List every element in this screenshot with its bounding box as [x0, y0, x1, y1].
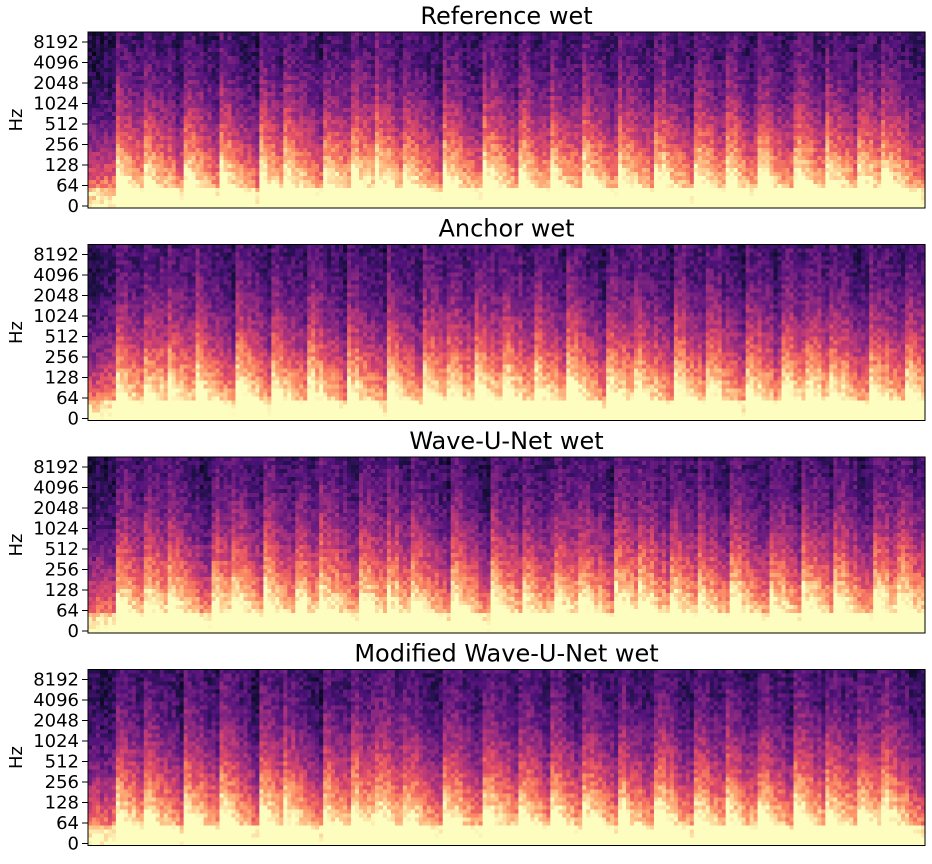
y-tick-label: 256 — [45, 560, 79, 581]
y-tick-label: 2048 — [33, 73, 79, 94]
y-tick-label: 512 — [45, 114, 79, 135]
y-tick-label: 64 — [56, 176, 79, 197]
y-tick-label: 256 — [45, 135, 79, 156]
plot-frame — [87, 456, 926, 634]
spectrogram-panel: Modified Wave-U-Net wet 06412825651210242… — [6, 640, 926, 855]
y-axis-label: Hz — [6, 534, 27, 557]
y-tick-label: 4096 — [33, 478, 79, 499]
y-tick-label: 1024 — [33, 519, 79, 540]
plot-frame — [87, 31, 926, 209]
y-tick-label: 2048 — [33, 711, 79, 732]
y-tick-label: 4096 — [33, 690, 79, 711]
y-axis-label: Hz — [6, 746, 27, 769]
y-tick-label: 64 — [56, 813, 79, 834]
y-tick-label: 0 — [68, 409, 79, 430]
y-tick-label: 64 — [56, 601, 79, 622]
y-tick-label: 64 — [56, 388, 79, 409]
y-tick-label: 2048 — [33, 498, 79, 519]
y-tick-label: 0 — [68, 196, 79, 217]
y-tick-label: 128 — [45, 155, 79, 176]
spectrogram-image — [88, 32, 926, 209]
y-tick-label: 4096 — [33, 265, 79, 286]
y-tick-label: 8192 — [33, 32, 79, 53]
y-tick-label: 512 — [45, 752, 79, 773]
spectrogram-panel: Wave-U-Net wet 06412825651210242048409681… — [6, 427, 926, 642]
panel-title: Modified Wave-U-Net wet — [354, 640, 658, 668]
y-tick-label: 2048 — [33, 286, 79, 307]
y-tick-label: 256 — [45, 347, 79, 368]
y-tick-label: 8192 — [33, 670, 79, 691]
y-tick-label: 128 — [45, 793, 79, 814]
spectrogram-panel: Reference wet 064128256512102420484096819… — [6, 2, 926, 217]
panel-title: Anchor wet — [438, 215, 574, 243]
y-tick-label: 256 — [45, 772, 79, 793]
y-tick-label: 512 — [45, 539, 79, 560]
y-tick-label: 0 — [68, 621, 79, 642]
y-tick-label: 4096 — [33, 53, 79, 74]
plot-frame — [87, 244, 926, 421]
y-tick-label: 0 — [68, 834, 79, 855]
spectrogram-image — [88, 669, 926, 847]
y-tick-label: 128 — [45, 580, 79, 601]
panel-title: Wave-U-Net wet — [409, 427, 603, 455]
y-tick-label: 512 — [45, 327, 79, 348]
y-tick-label: 1024 — [33, 306, 79, 327]
spectrogram-image — [88, 457, 926, 634]
y-tick-label: 128 — [45, 368, 79, 389]
spectrogram-image — [88, 244, 926, 422]
y-tick-label: 1024 — [33, 94, 79, 115]
y-tick-label: 8192 — [33, 245, 79, 266]
y-tick-label: 8192 — [33, 457, 79, 478]
y-axis-label: Hz — [6, 321, 27, 344]
panel-title: Reference wet — [420, 2, 592, 30]
y-tick-label: 1024 — [33, 731, 79, 752]
plot-frame — [87, 669, 926, 846]
y-axis-label: Hz — [6, 109, 27, 132]
